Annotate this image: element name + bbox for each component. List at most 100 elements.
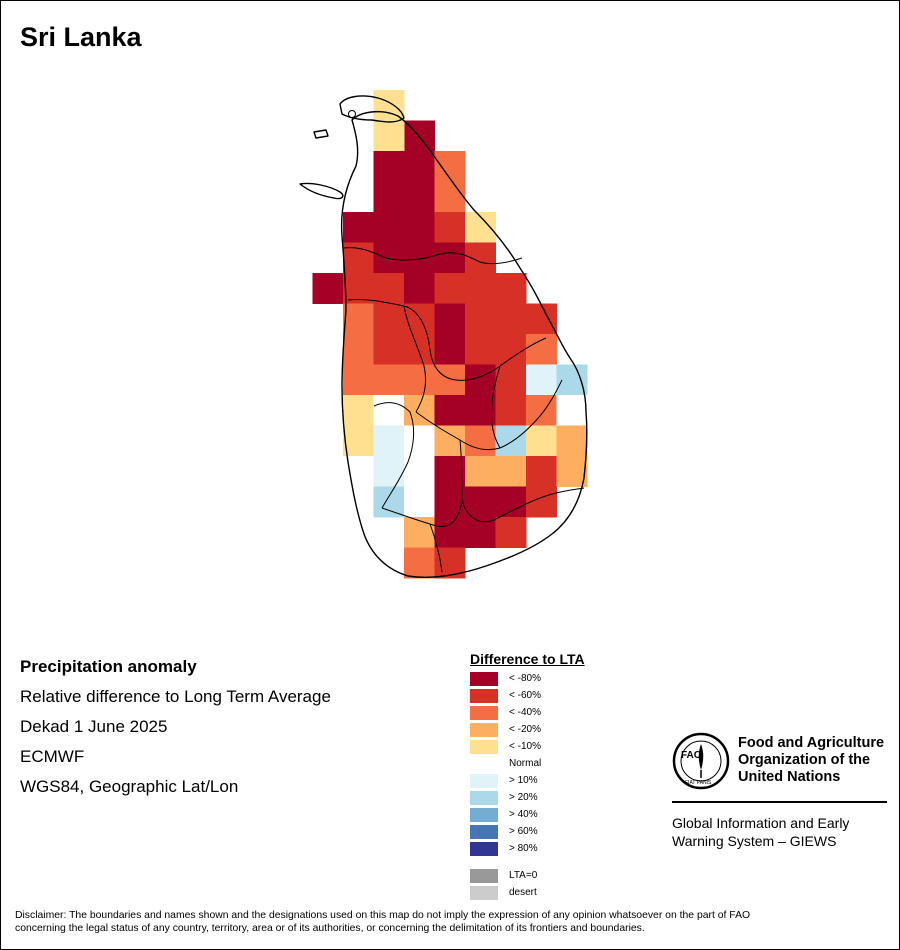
fao-name-line1: Food and Agriculture xyxy=(738,735,885,751)
anomaly-cell xyxy=(404,242,435,274)
legend-label: LTA=0 xyxy=(509,870,538,881)
fao-logo-icon: FAO FIAT PANIS xyxy=(672,732,730,790)
anomaly-cell xyxy=(495,273,527,304)
anomaly-cell xyxy=(373,151,405,182)
info-period: Dekad 1 June 2025 xyxy=(20,717,168,736)
legend-swatch xyxy=(470,774,498,788)
legend-swatch xyxy=(470,757,498,771)
info-description: Relative difference to Long Term Average xyxy=(20,687,331,706)
anomaly-cell xyxy=(373,273,405,304)
disclaimer-line1: Disclaimer: The boundaries and names sho… xyxy=(15,910,751,921)
anomaly-cell xyxy=(404,364,435,396)
anomaly-cell xyxy=(434,517,466,548)
delft-island xyxy=(313,129,329,139)
anomaly-cell xyxy=(404,425,435,457)
fao-logo-motto: FIAT PANIS xyxy=(685,780,712,786)
anomaly-cell xyxy=(373,181,405,213)
anomaly-cell xyxy=(526,395,557,426)
anomaly-cell xyxy=(404,273,435,304)
anomaly-cell xyxy=(404,547,435,579)
anomaly-cell xyxy=(526,456,557,487)
anomaly-cell xyxy=(465,456,496,487)
anomaly-cell xyxy=(343,242,374,274)
legend-title: Difference to LTA xyxy=(470,651,585,667)
jaffna-marker xyxy=(348,110,356,118)
anomaly-cell xyxy=(373,90,405,121)
anomaly-cell xyxy=(465,242,496,274)
anomaly-cell xyxy=(373,364,405,396)
anomaly-grid xyxy=(312,90,588,579)
anomaly-cell xyxy=(434,395,466,426)
anomaly-cell xyxy=(465,303,496,335)
anomaly-cell xyxy=(404,181,435,213)
anomaly-cell xyxy=(434,181,466,213)
legend-label: < -10% xyxy=(509,741,541,752)
country-outline xyxy=(299,95,588,578)
anomaly-cell xyxy=(526,334,557,365)
legend-swatch xyxy=(470,689,498,703)
fao-name: Food and Agriculture Organization of the… xyxy=(738,735,898,786)
anomaly-cell xyxy=(373,395,405,426)
legend-label: > 10% xyxy=(509,775,538,786)
anomaly-cell xyxy=(556,425,588,457)
anomaly-cell xyxy=(556,395,588,426)
info-source: ECMWF xyxy=(20,747,85,766)
anomaly-cell xyxy=(343,364,374,396)
fao-divider xyxy=(672,801,887,803)
info-heading: Precipitation anomaly xyxy=(20,657,197,676)
info-projection: WGS84, Geographic Lat/Lon xyxy=(20,777,239,796)
southern-border xyxy=(429,523,443,573)
anomaly-cell xyxy=(343,212,374,243)
precipitation-anomaly-map xyxy=(299,90,588,579)
coastline xyxy=(340,110,588,578)
anomaly-cell xyxy=(556,364,588,396)
uva-border xyxy=(459,439,585,523)
legend-swatch xyxy=(470,672,498,686)
anomaly-cell xyxy=(434,456,466,487)
anomaly-cell xyxy=(434,547,466,579)
legend-label: < -80% xyxy=(509,673,541,684)
legend-label: Normal xyxy=(509,758,542,769)
giews-name: Global Information and Early Warning Sys… xyxy=(672,814,892,850)
legend-label: > 20% xyxy=(509,792,538,803)
anomaly-cell xyxy=(495,425,527,457)
province-boundaries xyxy=(343,247,585,573)
anomaly-cell xyxy=(373,334,405,365)
anomaly-cell xyxy=(465,517,496,548)
legend-label: > 60% xyxy=(509,826,538,837)
anomaly-cell xyxy=(495,517,527,548)
anomaly-cell xyxy=(343,273,374,304)
legend-swatch xyxy=(470,740,498,754)
map-title: Sri Lanka xyxy=(20,22,142,52)
eastern-inner-border xyxy=(491,365,501,449)
anomaly-cell xyxy=(434,242,466,274)
anomaly-cell xyxy=(465,334,496,365)
legend-swatch xyxy=(470,723,498,737)
legend-label: > 40% xyxy=(509,809,538,820)
anomaly-cell xyxy=(404,151,435,182)
western-border xyxy=(373,402,415,509)
anomaly-cell xyxy=(556,456,588,487)
legend-label: desert xyxy=(509,887,537,898)
anomaly-cell xyxy=(434,273,466,304)
anomaly-cell xyxy=(404,486,435,518)
anomaly-cell xyxy=(343,334,374,365)
anomaly-cell xyxy=(343,425,374,457)
anomaly-cell xyxy=(343,395,374,426)
anomaly-cell xyxy=(404,212,435,243)
anomaly-cell xyxy=(465,486,496,518)
north-central-border xyxy=(347,299,547,381)
legend-label: < -60% xyxy=(509,690,541,701)
anomaly-cell xyxy=(373,212,405,243)
jaffna-peninsula xyxy=(339,95,405,123)
giews-line1: Global Information and Early xyxy=(672,815,850,831)
legend-swatch xyxy=(470,825,498,839)
fao-logo-letters: FAO xyxy=(681,750,702,761)
anomaly-cell xyxy=(434,303,466,335)
anomaly-cell xyxy=(404,517,435,548)
anomaly-cell xyxy=(495,334,527,365)
disclaimer-line2: concerning the legal status of any count… xyxy=(15,923,645,934)
anomaly-cell xyxy=(434,151,466,182)
legend-swatch xyxy=(470,706,498,720)
anomaly-cell xyxy=(404,456,435,487)
